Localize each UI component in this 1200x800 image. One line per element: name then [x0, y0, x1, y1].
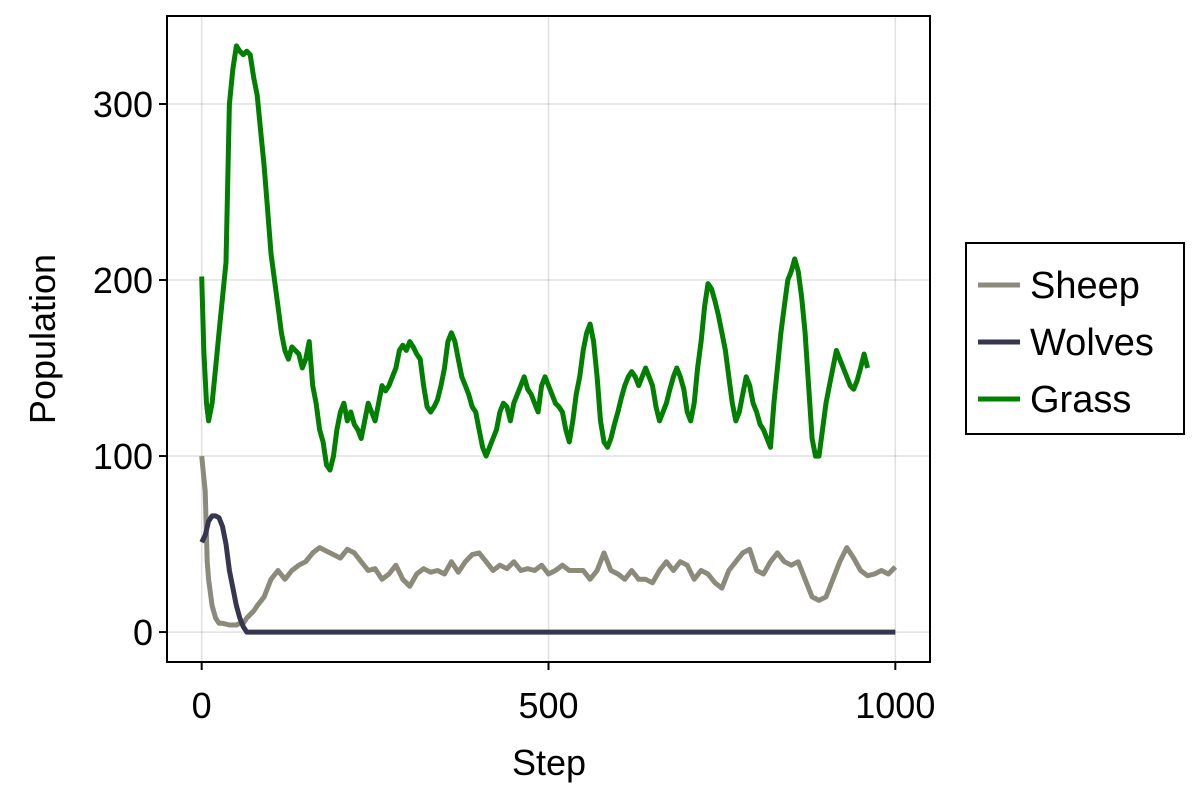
legend-label-wolves: Wolves: [1030, 322, 1154, 364]
series-line-sheep: [199, 455, 898, 628]
x-axis-label: Step: [512, 742, 586, 783]
x-tick-label-2: 1000: [855, 685, 935, 726]
x-tick-label-0: 0: [192, 685, 212, 726]
legend-frame: [965, 242, 1185, 435]
y-axis-label: Population: [22, 254, 63, 424]
y-tick-label-1: 100: [93, 436, 153, 477]
y-tick-label-3: 300: [93, 84, 153, 125]
series-group: [199, 43, 898, 635]
series-line-grass: [199, 43, 871, 473]
axis-ticks: 0 500 1000 0 100 200 300: [93, 84, 935, 726]
legend-label-sheep: Sheep: [1030, 265, 1140, 307]
y-tick-label-2: 200: [93, 260, 153, 301]
legend: Sheep Wolves Grass: [965, 242, 1185, 435]
legend-label-grass: Grass: [1030, 379, 1131, 421]
y-tick-label-0: 0: [133, 612, 153, 653]
series-line-wolves: [199, 513, 896, 635]
x-tick-label-1: 500: [518, 685, 578, 726]
